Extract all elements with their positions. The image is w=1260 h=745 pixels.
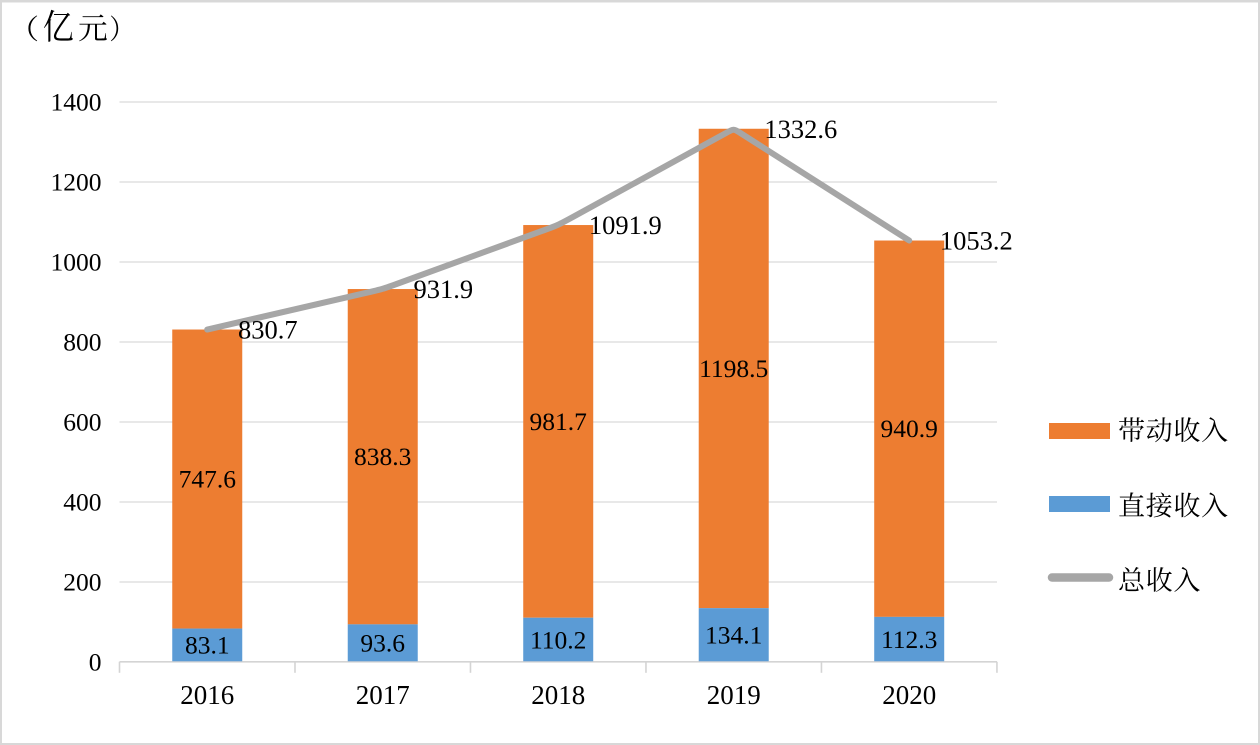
svg-text:2020: 2020 (882, 680, 936, 710)
svg-text:600: 600 (63, 408, 101, 437)
svg-text:93.6: 93.6 (360, 629, 405, 658)
svg-text:940.9: 940.9 (881, 414, 938, 443)
svg-text:2018: 2018 (531, 680, 585, 710)
svg-text:134.1: 134.1 (705, 620, 762, 649)
svg-text:112.3: 112.3 (881, 625, 937, 654)
svg-text:747.6: 747.6 (179, 465, 236, 494)
svg-text:838.3: 838.3 (354, 442, 411, 471)
svg-text:0: 0 (89, 648, 102, 677)
svg-text:1400: 1400 (51, 88, 102, 117)
svg-text:2019: 2019 (707, 680, 761, 710)
svg-text:830.7: 830.7 (238, 315, 298, 345)
svg-text:1198.5: 1198.5 (699, 354, 768, 383)
svg-text:981.7: 981.7 (530, 407, 588, 436)
svg-text:800: 800 (63, 328, 101, 357)
svg-text:1332.6: 1332.6 (764, 114, 837, 144)
svg-text:110.2: 110.2 (530, 625, 586, 654)
svg-text:2017: 2017 (356, 680, 410, 710)
svg-text:1053.2: 1053.2 (940, 226, 1013, 256)
svg-text:200: 200 (63, 568, 101, 597)
svg-text:1000: 1000 (51, 248, 102, 277)
svg-text:400: 400 (63, 488, 101, 517)
svg-text:931.9: 931.9 (413, 274, 473, 304)
svg-text:1200: 1200 (51, 168, 102, 197)
svg-text:2016: 2016 (180, 680, 234, 710)
svg-text:1091.9: 1091.9 (589, 210, 662, 240)
svg-text:83.1: 83.1 (185, 631, 230, 660)
